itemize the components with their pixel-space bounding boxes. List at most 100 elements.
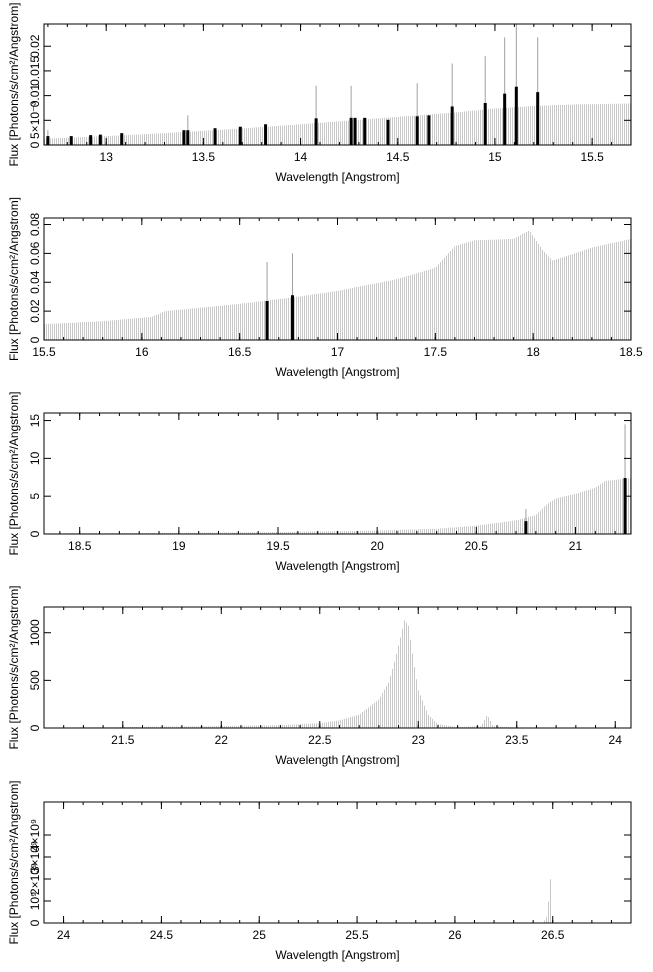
emission-line — [363, 117, 367, 145]
x-tick-label: 14.5 — [386, 150, 410, 164]
emission-line — [265, 301, 269, 340]
emission-line — [386, 119, 390, 145]
y-tick-label: 10⁹ — [28, 892, 42, 911]
y-tick-label: 0 — [28, 336, 42, 343]
emission-line — [314, 118, 318, 145]
spectrum-marks — [44, 620, 631, 728]
emission-line — [524, 521, 528, 534]
x-tick-label: 21.5 — [111, 733, 135, 747]
x-axis-label: Wavelength [Angstrom] — [275, 948, 399, 962]
x-tick-label: 23 — [412, 733, 426, 747]
x-tick-label: 13.5 — [192, 150, 216, 164]
x-tick-label: 15 — [488, 150, 502, 164]
x-tick-label: 20.5 — [465, 539, 489, 553]
spectrum-marks — [44, 424, 631, 534]
y-tick-label: 5×10⁻³ — [28, 102, 42, 139]
x-tick-label: 22 — [215, 733, 229, 747]
y-tick-label: 4×10⁹ — [28, 819, 42, 851]
x-tick-label: 24.5 — [150, 928, 174, 942]
emission-line — [46, 136, 50, 145]
chart-panel-2: 15.5 16 16.5 17 17.5 18 18.5 0 0.02 0.04 0.06 0.08 W… — [7, 197, 643, 379]
emission-line — [450, 106, 454, 145]
emission-line — [213, 128, 217, 145]
chart-panel-3: 18.5 19 19.5 20 20.5 21 0 5 10 15 Wavelength [Angs… — [7, 391, 632, 573]
x-axis-label: Wavelength [Angstrom] — [275, 170, 399, 184]
emission-line — [186, 130, 190, 145]
y-tick-label: 0.04 — [28, 270, 42, 294]
y-tick-label: 0.08 — [28, 212, 42, 236]
emission-line — [483, 103, 487, 145]
y-tick-label: 0.02 — [28, 34, 42, 58]
emission-line — [238, 126, 242, 145]
emission-line — [623, 478, 627, 534]
emission-line — [415, 116, 419, 145]
y-tick-label: 0.015 — [28, 56, 42, 86]
emission-line — [514, 86, 518, 145]
x-tick-label: 18.5 — [68, 539, 92, 553]
x-tick-label: 18.5 — [619, 345, 643, 359]
emission-line — [349, 117, 353, 145]
emission-line — [353, 117, 357, 145]
y-tick-label: 500 — [28, 670, 42, 690]
x-tick-label: 16.5 — [228, 345, 252, 359]
x-tick-label: 21 — [569, 539, 583, 553]
x-tick-label: 23.5 — [505, 733, 529, 747]
x-tick-label: 24 — [57, 928, 71, 942]
x-tick-label: 14 — [294, 150, 308, 164]
plot-frame — [43, 801, 632, 924]
x-tick-label: 13 — [100, 150, 114, 164]
spectrum-marks — [44, 230, 631, 340]
emission-line — [503, 93, 507, 145]
x-tick-label: 19.5 — [266, 539, 290, 553]
y-tick-label: 10 — [28, 451, 42, 465]
x-tick-label: 16 — [135, 345, 149, 359]
y-tick-label: 0 — [28, 919, 42, 926]
spectrum-marks — [544, 879, 553, 923]
y-tick-label: 0 — [28, 530, 42, 537]
x-tick-label: 15.5 — [580, 150, 604, 164]
x-tick-label: 25 — [253, 928, 267, 942]
y-tick-label: 0.06 — [28, 241, 42, 265]
x-tick-label: 26 — [448, 928, 462, 942]
x-tick-label: 24 — [609, 733, 623, 747]
x-tick-label: 22.5 — [308, 733, 332, 747]
emission-line — [264, 124, 268, 145]
y-tick-label: 0.02 — [28, 299, 42, 323]
y-tick-label: 3×10⁹ — [28, 841, 42, 873]
y-axis-label: Flux [Photons/s/cm²/Angstrom] — [7, 780, 21, 944]
emission-line — [120, 133, 124, 145]
y-axis-label: Flux [Photons/s/cm²/Angstrom] — [7, 2, 21, 166]
y-tick-label: 0 — [28, 724, 42, 731]
y-tick-label: 1000 — [28, 619, 42, 646]
emission-line — [427, 115, 431, 145]
y-tick-label: 5 — [28, 493, 42, 500]
y-axis-label: Flux [Photons/s/cm²/Angstrom] — [7, 197, 21, 361]
y-axis-label: Flux [Photons/s/cm²/Angstrom] — [7, 585, 21, 749]
x-tick-label: 17 — [331, 345, 345, 359]
spectrum-marks — [44, 24, 631, 145]
plot-frame — [43, 606, 632, 729]
emission-line — [89, 135, 93, 145]
y-tick-label: 0 — [28, 141, 42, 148]
x-axis-label: Wavelength [Angstrom] — [275, 365, 399, 379]
y-tick-label: 2×10⁹ — [28, 863, 42, 895]
x-tick-label: 26.5 — [541, 928, 565, 942]
x-tick-label: 15.5 — [32, 345, 56, 359]
x-axis-label: Wavelength [Angstrom] — [275, 559, 399, 573]
x-tick-label: 20 — [370, 539, 384, 553]
x-tick-label: 19 — [172, 539, 186, 553]
y-axis-label: Flux [Photons/s/cm²/Angstrom] — [7, 391, 21, 555]
emission-line — [536, 92, 540, 145]
x-tick-label: 17.5 — [424, 345, 448, 359]
chart-panel-4: 21.5 22 22.5 23 23.5 24 0 500 1000 Wavelength [An… — [7, 585, 632, 767]
emission-line — [182, 130, 186, 145]
emission-line — [98, 134, 102, 145]
x-axis-label: Wavelength [Angstrom] — [275, 753, 399, 767]
y-tick-label: 0.01 — [28, 84, 42, 108]
emission-line — [69, 136, 73, 145]
y-tick-label: 15 — [28, 414, 42, 428]
x-tick-label: 25.5 — [345, 928, 369, 942]
